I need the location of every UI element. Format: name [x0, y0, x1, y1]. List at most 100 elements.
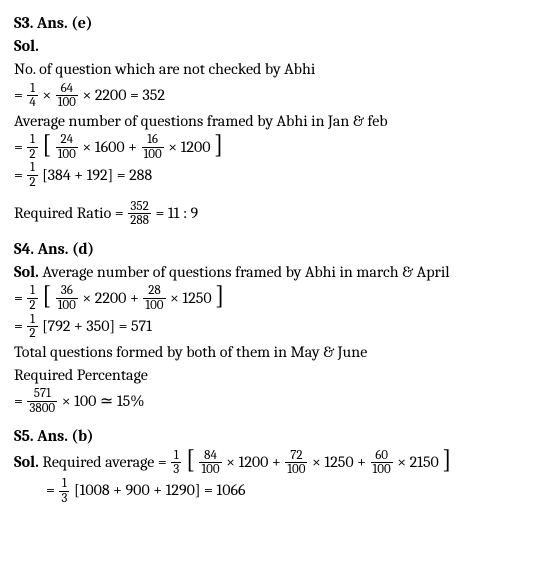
fraction: 36100 [56, 284, 78, 312]
den: 2 [27, 147, 37, 162]
s4-sol-label: Sol. [14, 263, 42, 281]
den: 100 [56, 298, 78, 313]
text: Required average = [42, 451, 166, 474]
s5-heading: S5. Ans. (b) [14, 425, 546, 448]
num: 36 [56, 284, 78, 298]
num: 1 [27, 284, 37, 298]
text: × 1250 + [312, 451, 366, 474]
s4-eq1: = 12 [ 36100 × 2200 + 28100 × 1250 ] [14, 284, 546, 312]
s3-eq2: = 12 [ 24100 × 1600 + 16100 × 1200 ] [14, 133, 546, 161]
text: × 100 ≃ 15% [62, 390, 145, 413]
den: 100 [56, 147, 78, 162]
left-bracket-icon: [ [42, 286, 51, 307]
num: 1 [59, 477, 69, 491]
text: [1008 + 900 + 1290] = 1066 [74, 479, 246, 502]
fraction: 16100 [142, 133, 164, 161]
fraction: 352288 [128, 200, 151, 228]
den: 100 [143, 298, 165, 313]
fraction: 64100 [56, 82, 78, 110]
num: 1 [171, 449, 181, 463]
den: 4 [27, 95, 37, 110]
s4-line2: Total questions formed by both of them i… [14, 341, 546, 364]
text: × 2150 [397, 451, 439, 474]
text: × 2200 + [82, 287, 138, 310]
s4-eq3: = 5713800 × 100 ≃ 15% [14, 387, 546, 415]
s3-required-ratio: Required Ratio = 352288 = 11 : 9 [14, 200, 546, 228]
text: = [14, 315, 23, 338]
s3-heading: S3. Ans. (e) [14, 12, 546, 35]
num: 16 [142, 133, 164, 147]
s3-line1: No. of question which are not checked by… [14, 58, 546, 81]
den: 100 [142, 147, 164, 162]
left-bracket-icon: [ [186, 450, 195, 471]
s5-eq2: = 13 [1008 + 900 + 1290] = 1066 [14, 477, 546, 505]
fraction: 13 [59, 477, 69, 505]
num: 72 [285, 449, 307, 463]
num: 28 [143, 284, 165, 298]
den: 288 [128, 213, 151, 228]
num: 1 [27, 161, 37, 175]
right-bracket-icon: ] [214, 135, 223, 156]
s3-line2: Average number of questions framed by Ab… [14, 110, 546, 133]
text: × [42, 84, 51, 107]
num: 571 [27, 387, 57, 401]
s4-line3: Required Percentage [14, 364, 546, 387]
fraction: 12 [27, 284, 37, 312]
s4-eq2: = 12 [792 + 350] = 571 [14, 313, 546, 341]
text: = [14, 390, 23, 413]
s5-sol-label: Sol. [14, 453, 42, 471]
text: = [14, 136, 23, 159]
fraction: 14 [27, 82, 37, 110]
fraction: 13 [171, 449, 181, 477]
text: = 11 : 9 [155, 202, 198, 225]
text: [384 + 192] = 288 [42, 164, 152, 187]
text: = [14, 287, 23, 310]
text: Required Ratio = [14, 202, 124, 225]
text: × 1200 [168, 136, 210, 159]
fraction: 28100 [143, 284, 165, 312]
right-bracket-icon: ] [215, 286, 224, 307]
fraction: 12 [27, 133, 37, 161]
den: 100 [285, 462, 307, 477]
s3-sol-label: Sol. [14, 35, 546, 58]
s3-eq1: = 14 × 64100 × 2200 = 352 [14, 82, 546, 110]
num: 64 [56, 82, 78, 96]
num: 84 [199, 449, 221, 463]
fraction: 24100 [56, 133, 78, 161]
fraction: 60100 [371, 449, 393, 477]
left-bracket-icon: [ [42, 135, 51, 156]
den: 2 [27, 298, 37, 313]
den: 3 [171, 462, 181, 477]
den: 2 [27, 326, 37, 341]
text: × 1600 + [82, 136, 137, 159]
num: 352 [128, 200, 151, 214]
text: Average number of questions framed by Ab… [42, 263, 449, 281]
num: 24 [56, 133, 78, 147]
text: × 2200 = 352 [82, 84, 164, 107]
fraction: 84100 [199, 449, 221, 477]
fraction: 12 [27, 161, 37, 189]
num: 1 [27, 133, 37, 147]
den: 3 [59, 491, 69, 506]
s3-eq3: = 12 [384 + 192] = 288 [14, 161, 546, 189]
fraction: 12 [27, 313, 37, 341]
den: 100 [371, 462, 393, 477]
s4-line1: Sol. Average number of questions framed … [14, 261, 546, 284]
den: 100 [56, 95, 78, 110]
text: = [14, 164, 23, 187]
text: × 1250 [170, 287, 212, 310]
text: [792 + 350] = 571 [42, 315, 152, 338]
text: × 1200 + [226, 451, 281, 474]
num: 60 [371, 449, 393, 463]
s4-heading: S4. Ans. (d) [14, 238, 546, 261]
num: 1 [27, 82, 37, 96]
text: = [14, 84, 23, 107]
den: 3800 [27, 401, 57, 416]
fraction: 5713800 [27, 387, 57, 415]
den: 100 [199, 462, 221, 477]
right-bracket-icon: ] [442, 450, 451, 471]
fraction: 72100 [285, 449, 307, 477]
den: 2 [27, 175, 37, 190]
s5-eq1: Sol. Required average = 13 [ 84100 × 120… [14, 449, 546, 477]
text: = [46, 479, 55, 502]
